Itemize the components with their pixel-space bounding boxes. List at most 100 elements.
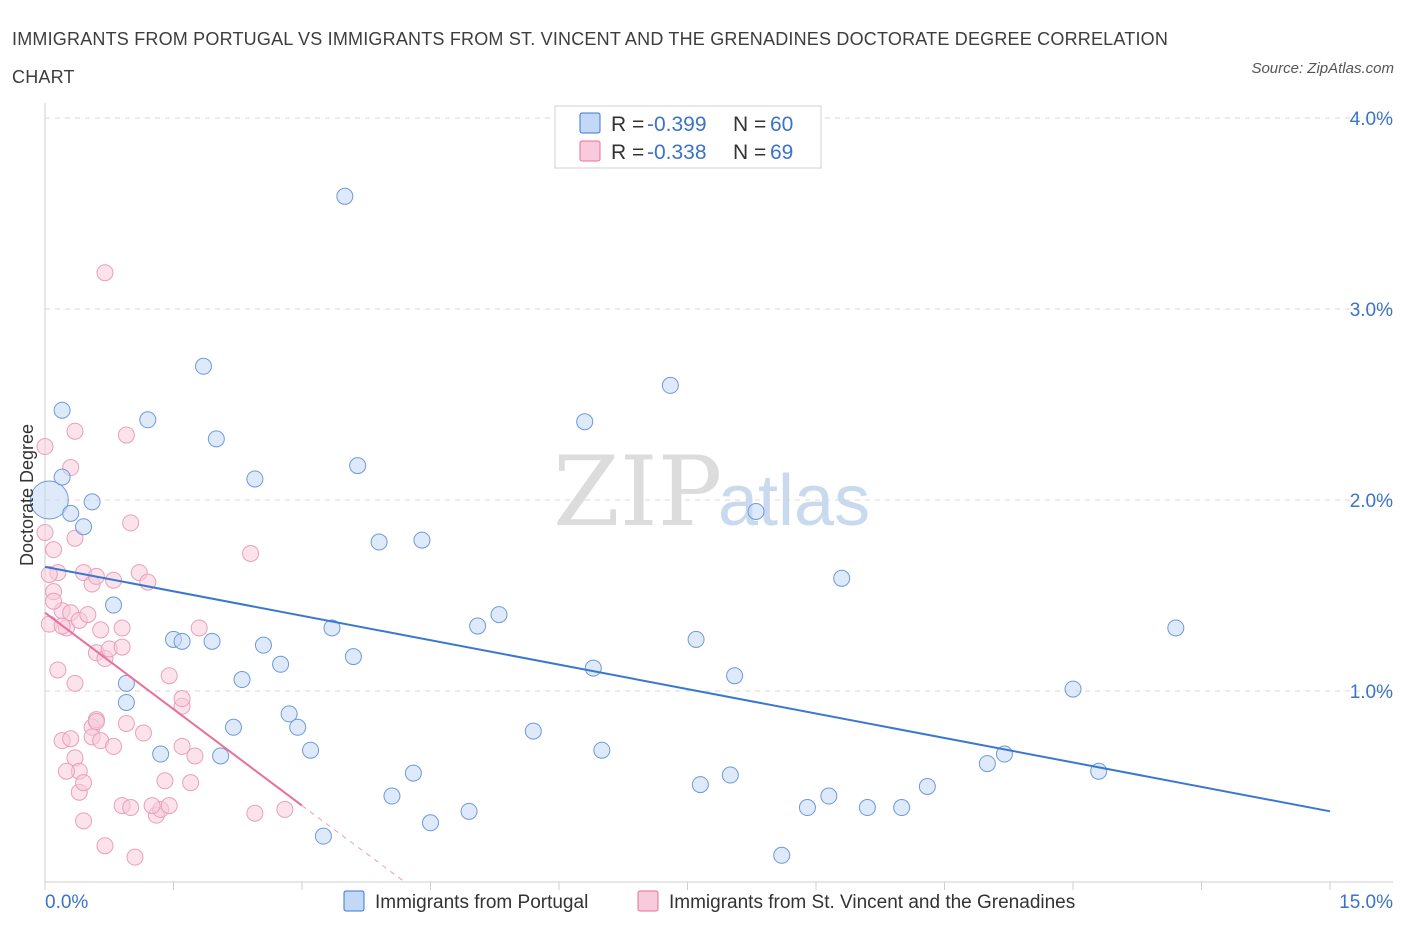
point-portugal <box>173 632 191 650</box>
legend-r-value-2: -0.338 <box>647 141 707 164</box>
trend-lines <box>44 565 1331 883</box>
point-portugal <box>203 632 221 650</box>
point-portugal <box>29 480 69 520</box>
source-label: Source: ZipAtlas.com <box>1251 60 1394 77</box>
point-svg <box>122 514 140 532</box>
point-portugal <box>75 518 93 536</box>
point-portugal <box>117 693 135 711</box>
point-portugal <box>370 533 388 551</box>
point-svg <box>242 544 260 562</box>
point-portugal <box>584 659 602 677</box>
point-portugal <box>336 187 354 205</box>
point-portugal <box>383 787 401 805</box>
point-portugal <box>53 468 71 486</box>
series-legend: Immigrants from Portugal Immigrants from… <box>343 890 1075 913</box>
point-portugal <box>691 776 709 794</box>
legend-r-value-1: -0.399 <box>647 113 707 136</box>
point-svg <box>173 737 191 755</box>
trend-line-svg-extension <box>301 805 406 883</box>
y-tick-label: 1.0% <box>1350 682 1393 703</box>
legend-r-label-1: R = <box>611 113 644 136</box>
point-portugal <box>207 430 225 448</box>
point-portugal <box>858 799 876 817</box>
point-svg <box>92 621 110 639</box>
point-portugal <box>1167 619 1185 637</box>
point-svg <box>113 619 131 637</box>
watermark-atlas: atlas <box>718 461 870 541</box>
point-portugal <box>83 493 101 511</box>
point-svg <box>36 438 54 456</box>
point-portugal <box>490 606 508 624</box>
point-svg <box>66 422 84 440</box>
point-svg <box>160 797 178 815</box>
point-svg <box>75 774 93 792</box>
bottom-legend-label-portugal: Immigrants from Portugal <box>375 892 588 913</box>
point-svg <box>173 690 191 708</box>
x-tick-label-min: 0.0% <box>45 892 88 913</box>
legend-n-label-1: N = <box>733 113 766 136</box>
point-portugal <box>62 504 80 522</box>
point-portugal <box>524 722 542 740</box>
point-portugal <box>773 846 791 864</box>
point-svg <box>66 674 84 692</box>
legend-n-value-1: 60 <box>770 113 793 136</box>
bottom-legend-swatch-svg <box>637 890 659 912</box>
point-portugal <box>254 636 272 654</box>
point-svg <box>87 713 105 731</box>
watermark: ZIP atlas <box>553 436 870 548</box>
point-portugal <box>344 648 362 666</box>
point-portugal <box>349 457 367 475</box>
point-svg <box>96 837 114 855</box>
legend-n-value-2: 69 <box>770 141 793 164</box>
point-portugal <box>272 655 290 673</box>
point-portugal <box>469 617 487 635</box>
y-axis-title: Doctorate Degree <box>17 424 37 566</box>
point-portugal <box>224 718 242 736</box>
point-portugal <box>593 741 611 759</box>
point-portugal <box>105 596 123 614</box>
x-tick-label-max: 15.0% <box>1339 892 1393 913</box>
point-svg <box>276 800 294 818</box>
point-svg <box>49 661 67 679</box>
point-svg <box>190 619 208 637</box>
point-portugal <box>978 755 996 773</box>
point-portugal <box>460 802 478 820</box>
watermark-zip: ZIP <box>553 436 722 548</box>
point-svg <box>122 799 140 817</box>
point-svg <box>45 541 63 559</box>
point-portugal <box>726 667 744 685</box>
point-svg <box>117 426 135 444</box>
point-portugal <box>404 764 422 782</box>
point-portugal <box>289 718 307 736</box>
point-portugal <box>576 413 594 431</box>
point-svg <box>113 638 131 656</box>
point-portugal <box>302 741 320 759</box>
point-portugal <box>314 827 332 845</box>
point-portugal <box>152 745 170 763</box>
point-svg <box>40 565 58 583</box>
point-portugal <box>798 799 816 817</box>
point-svg <box>126 848 144 866</box>
stats-legend: R = -0.399 N = 60 R = -0.338 N = 69 <box>554 105 822 169</box>
point-portugal <box>893 799 911 817</box>
point-svg <box>62 730 80 748</box>
point-portugal <box>747 502 765 520</box>
y-tick-labels: 1.0% 2.0% 3.0% 4.0% <box>1350 109 1393 703</box>
legend-swatch-pink <box>579 140 601 162</box>
point-portugal <box>1064 680 1082 698</box>
point-svg <box>45 592 63 610</box>
point-portugal <box>918 778 936 795</box>
y-tick-label: 2.0% <box>1350 491 1393 512</box>
point-portugal <box>194 357 212 375</box>
point-portugal <box>323 619 341 637</box>
y-tick-label: 3.0% <box>1350 300 1393 321</box>
point-portugal <box>422 814 439 832</box>
point-svg <box>75 812 93 830</box>
point-svg <box>246 804 264 822</box>
point-svg <box>117 714 135 732</box>
point-svg <box>186 747 204 765</box>
point-portugal <box>53 401 71 419</box>
series-portugal-points <box>29 187 1185 864</box>
point-portugal <box>820 787 838 805</box>
